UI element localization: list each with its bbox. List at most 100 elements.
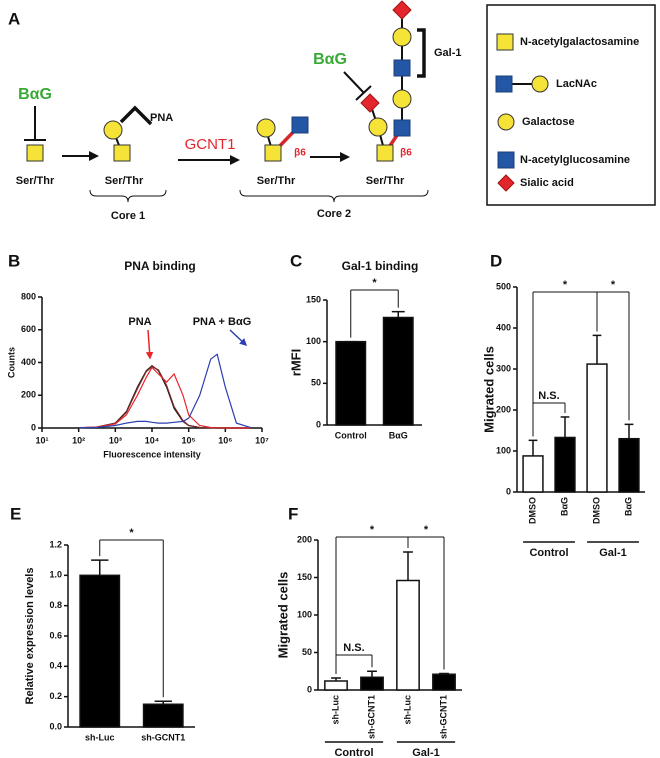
y-tick-label: 0 <box>316 419 321 429</box>
legend-galnac <box>496 33 514 51</box>
pna-bracket <box>119 105 153 126</box>
legend-label: Galactose <box>522 116 575 128</box>
y-tick-label: 0.2 <box>49 691 62 701</box>
site-label: Ser/Thr <box>105 175 144 187</box>
series-annotation: PNA <box>128 316 151 328</box>
bar <box>586 363 608 493</box>
bar <box>324 680 348 691</box>
y-tick-label: 200 <box>496 404 511 414</box>
bar <box>396 579 420 691</box>
site-label: Ser/Thr <box>257 175 296 187</box>
gal1-label: Gal-1 <box>434 47 462 59</box>
annotation-arrow <box>145 329 154 360</box>
series-line <box>78 353 252 429</box>
y-tick-label: 800 <box>21 291 36 301</box>
y-axis-label: Migrated cells <box>481 346 496 433</box>
x-tick-label: DMSO <box>591 497 601 524</box>
bar <box>432 673 456 691</box>
y-tick-label: 1.0 <box>49 570 62 580</box>
y-tick-label: 0.8 <box>49 600 62 610</box>
gal1-bracket <box>417 28 426 78</box>
annotation-arrow <box>229 329 248 347</box>
x-tick-label: 10² <box>72 435 85 445</box>
significance-label: * <box>611 279 616 291</box>
galnac <box>113 144 131 162</box>
y-axis-label: Counts <box>6 347 16 378</box>
x-tick-label: sh-Luc <box>330 695 340 725</box>
bar <box>522 455 544 493</box>
legend-sialic-acid <box>497 174 515 192</box>
x-tick-label: sh-GCNT1 <box>141 732 185 742</box>
significance-label: N.S. <box>343 642 364 654</box>
bar <box>382 316 414 426</box>
inhibitor: BαG <box>18 86 52 103</box>
legend-label: Sialic acid <box>520 177 574 189</box>
significance-label: * <box>129 527 134 539</box>
y-tick-label: 0 <box>506 486 511 496</box>
group-label: Gal-1 <box>412 747 440 758</box>
y-tick-label: 200 <box>297 534 312 544</box>
glcnac <box>393 59 411 77</box>
x-tick-label: BαG <box>389 430 408 440</box>
y-tick-label: 150 <box>306 294 321 304</box>
y-tick-label: 100 <box>496 445 511 455</box>
bar <box>79 574 121 728</box>
y-tick-label: 600 <box>21 324 36 334</box>
bar <box>360 676 384 691</box>
y-tick-label: 0.4 <box>49 661 62 671</box>
y-tick-label: 0.6 <box>49 630 62 640</box>
glcnac <box>291 116 309 134</box>
legend-label: N-acetylgalactosamine <box>520 36 639 48</box>
significance-label: N.S. <box>538 390 559 402</box>
significance-label: * <box>563 279 568 291</box>
x-tick-label: sh-Luc <box>402 695 412 725</box>
legend-label: N-acetylglucosamine <box>520 154 630 166</box>
bar <box>335 340 367 426</box>
x-tick-label: sh-GCNT1 <box>438 695 448 739</box>
inhibitor: BαG <box>313 51 347 68</box>
panel-label: B <box>8 251 20 270</box>
series-line <box>78 365 251 429</box>
group-label: Control <box>334 747 373 758</box>
bar <box>554 436 576 493</box>
galactose <box>256 118 276 138</box>
x-tick-label: sh-Luc <box>85 732 115 742</box>
brace <box>89 189 167 203</box>
linkage-label: β6 <box>294 148 306 159</box>
y-tick-label: 100 <box>297 609 312 619</box>
significance-label: * <box>370 524 375 536</box>
x-axis-label: Fluorescence intensity <box>103 449 201 459</box>
x-tick-label: 10⁶ <box>218 435 232 445</box>
y-tick-label: 50 <box>311 378 321 388</box>
panel-a: A BαG Ser/Thr PNA Ser/Thr Core 1 GCNT1 β… <box>8 0 656 222</box>
series-line <box>78 366 251 429</box>
site-label: Ser/Thr <box>366 175 405 187</box>
y-tick-label: 150 <box>297 572 312 582</box>
bar <box>618 437 640 493</box>
x-tick-label: DMSO <box>527 497 537 524</box>
panel-label: F <box>288 504 298 523</box>
y-tick-label: 400 <box>21 357 36 367</box>
core-label: Core 2 <box>317 208 351 220</box>
pna-label: PNA <box>150 112 173 124</box>
sialic-acid <box>360 93 380 113</box>
y-axis-label: Relative expression levels <box>24 568 36 705</box>
inhibition-bar <box>343 71 365 94</box>
y-tick-label: 400 <box>496 322 511 332</box>
y-tick-label: 1.2 <box>49 539 62 549</box>
group-label: Control <box>529 547 568 559</box>
legend-galactose <box>497 113 515 131</box>
core-label: Core 1 <box>111 210 145 222</box>
y-tick-label: 500 <box>496 281 511 291</box>
legend-label: LacNAc <box>556 78 597 90</box>
chart-title: Gal-1 binding <box>342 259 419 273</box>
bar <box>142 703 184 728</box>
legend-lacnac <box>531 75 549 93</box>
x-tick-label: BαG <box>559 497 569 516</box>
legend-box <box>486 4 656 206</box>
panel-label: E <box>10 504 21 523</box>
y-tick-label: 0 <box>31 422 36 432</box>
site-label: Ser/Thr <box>16 175 55 187</box>
inhibition-bar <box>355 85 372 101</box>
